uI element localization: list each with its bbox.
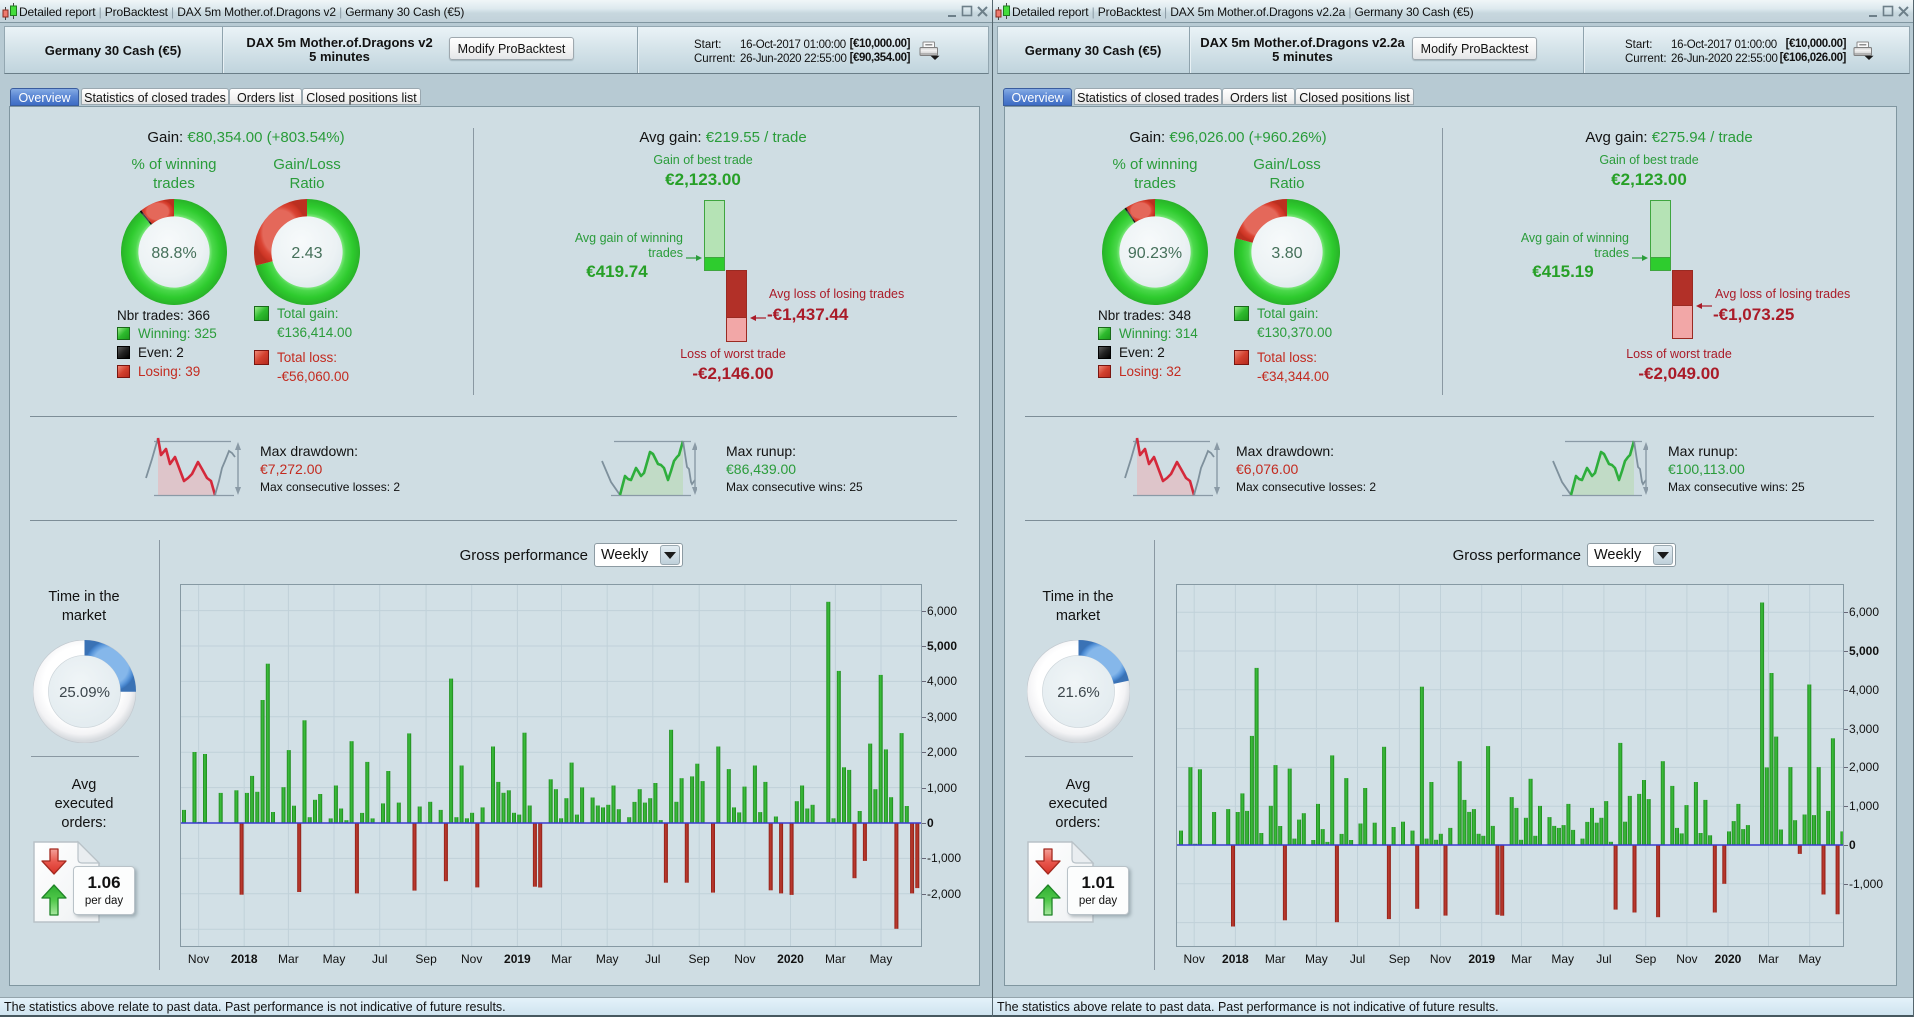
svg-text:2.43: 2.43: [291, 245, 322, 262]
svg-text:3.80: 3.80: [1271, 245, 1302, 262]
svg-text:88.8%: 88.8%: [151, 245, 196, 262]
svg-text:25.09%: 25.09%: [59, 684, 110, 701]
svg-text:90.23%: 90.23%: [1128, 245, 1182, 262]
svg-text:21.6%: 21.6%: [1057, 684, 1100, 701]
